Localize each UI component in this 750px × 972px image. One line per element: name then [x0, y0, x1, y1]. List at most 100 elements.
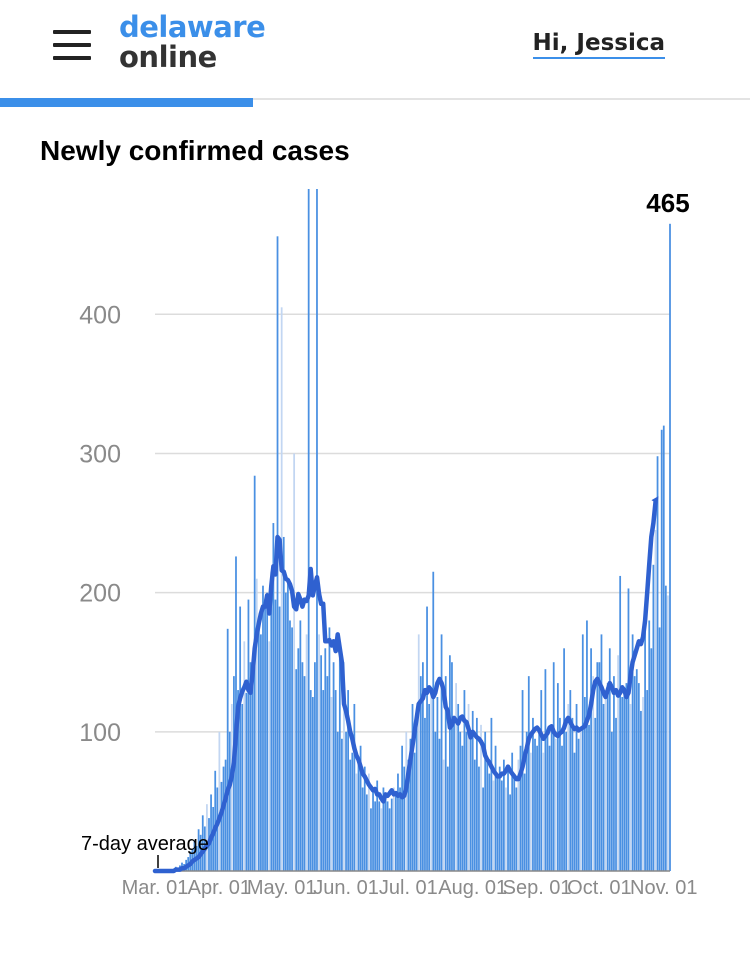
daily-case-bar[interactable] [390, 798, 393, 871]
daily-case-bar[interactable] [297, 648, 300, 871]
daily-case-bar[interactable] [282, 536, 285, 871]
daily-case-bar[interactable] [357, 759, 360, 871]
daily-case-bar[interactable] [478, 766, 480, 871]
daily-case-bar[interactable] [654, 530, 657, 871]
daily-case-bar[interactable] [546, 731, 549, 871]
daily-case-bar[interactable] [442, 759, 445, 871]
daily-case-bar[interactable] [239, 606, 242, 871]
daily-case-bar[interactable] [403, 766, 406, 871]
daily-case-bar[interactable] [228, 731, 231, 871]
daily-case-bar[interactable] [424, 717, 426, 871]
daily-case-bar[interactable] [272, 523, 275, 871]
daily-case-bar[interactable] [438, 738, 441, 871]
daily-case-bar[interactable] [247, 599, 250, 871]
daily-case-bar[interactable] [214, 770, 217, 871]
daily-case-bar[interactable] [459, 731, 462, 871]
daily-case-bar[interactable] [301, 662, 304, 871]
daily-case-bar[interactable] [646, 690, 649, 871]
seven-day-average-line[interactable] [152, 499, 658, 874]
daily-case-bar[interactable] [241, 703, 244, 871]
daily-case-bar[interactable] [251, 676, 254, 871]
daily-case-bar[interactable] [353, 703, 356, 871]
daily-case-bar[interactable] [498, 766, 501, 871]
daily-case-bar[interactable] [201, 815, 204, 871]
daily-case-bar[interactable] [494, 745, 497, 871]
daily-case-bar[interactable] [336, 731, 339, 871]
daily-case-bar[interactable] [482, 787, 484, 871]
site-logo[interactable]: delaware online [119, 12, 266, 72]
daily-case-bar[interactable] [289, 620, 291, 871]
daily-case-bar[interactable] [343, 662, 345, 871]
daily-case-bar[interactable] [573, 752, 576, 871]
daily-case-bar[interactable] [334, 690, 337, 871]
daily-case-bar[interactable] [224, 759, 227, 871]
daily-case-bar[interactable] [245, 692, 248, 871]
daily-case-bar[interactable] [625, 683, 628, 871]
daily-case-bar[interactable] [260, 634, 262, 871]
daily-case-bar[interactable] [372, 787, 374, 871]
daily-case-bar[interactable] [648, 620, 651, 871]
daily-case-bar[interactable] [295, 669, 298, 871]
daily-case-bar[interactable] [669, 223, 671, 872]
daily-case-bar[interactable] [513, 773, 516, 871]
daily-case-bar[interactable] [249, 662, 252, 871]
daily-case-bar[interactable] [338, 648, 341, 871]
daily-case-bar[interactable] [380, 808, 383, 871]
daily-case-bar[interactable] [637, 683, 640, 871]
daily-case-bar[interactable] [536, 745, 538, 871]
daily-case-bar[interactable] [656, 456, 659, 871]
daily-case-bar[interactable] [197, 829, 200, 871]
daily-case-bar[interactable] [237, 690, 239, 871]
daily-case-bar[interactable] [529, 752, 532, 871]
hamburger-menu-icon[interactable] [53, 30, 91, 62]
daily-case-bar[interactable] [475, 717, 478, 871]
daily-case-bar[interactable] [540, 690, 543, 871]
daily-case-bar[interactable] [644, 613, 646, 871]
daily-case-bar[interactable] [467, 703, 470, 871]
daily-case-bar[interactable] [583, 697, 586, 871]
daily-case-bar[interactable] [629, 703, 632, 871]
daily-case-bar[interactable] [399, 787, 401, 871]
daily-case-bar[interactable] [374, 801, 377, 871]
daily-case-bar[interactable] [220, 781, 223, 871]
daily-case-bar[interactable] [575, 703, 578, 871]
daily-case-bar[interactable] [461, 745, 464, 871]
daily-case-bar[interactable] [598, 662, 601, 871]
daily-case-bar[interactable] [505, 787, 507, 871]
daily-case-bar[interactable] [617, 655, 619, 871]
daily-case-bar[interactable] [368, 773, 370, 871]
daily-case-bar[interactable] [484, 731, 487, 871]
daily-case-bar[interactable] [226, 628, 229, 871]
daily-case-bar[interactable] [451, 662, 453, 871]
daily-case-bar[interactable] [280, 307, 283, 871]
daily-case-bar[interactable] [608, 648, 611, 871]
daily-case-bar[interactable] [542, 752, 545, 871]
daily-case-bar[interactable] [314, 662, 316, 871]
daily-case-bar[interactable] [384, 794, 387, 871]
daily-case-bar[interactable] [206, 804, 208, 871]
daily-case-bar[interactable] [388, 808, 391, 871]
daily-case-bar[interactable] [405, 731, 408, 871]
daily-case-bar[interactable] [552, 662, 555, 871]
daily-case-bar[interactable] [305, 634, 308, 871]
daily-case-bar[interactable] [386, 801, 389, 871]
daily-case-bar[interactable] [293, 453, 296, 871]
daily-case-bar[interactable] [274, 599, 277, 871]
daily-case-bar[interactable] [579, 731, 582, 871]
daily-case-bar[interactable] [488, 773, 491, 871]
daily-case-bar[interactable] [581, 634, 584, 871]
daily-case-bar[interactable] [378, 801, 381, 871]
daily-case-bar[interactable] [382, 787, 385, 871]
daily-case-bar[interactable] [440, 634, 443, 871]
daily-case-bar[interactable] [509, 794, 511, 871]
daily-case-bar[interactable] [621, 697, 624, 871]
daily-case-bar[interactable] [662, 425, 665, 871]
daily-case-bar[interactable] [521, 690, 524, 871]
daily-case-bar[interactable] [667, 595, 669, 871]
daily-case-bar[interactable] [291, 627, 293, 871]
daily-case-bar[interactable] [532, 717, 534, 871]
daily-case-bar[interactable] [590, 648, 592, 871]
daily-case-bar[interactable] [490, 717, 493, 871]
daily-case-bar[interactable] [322, 690, 325, 871]
daily-case-bar[interactable] [650, 648, 653, 871]
